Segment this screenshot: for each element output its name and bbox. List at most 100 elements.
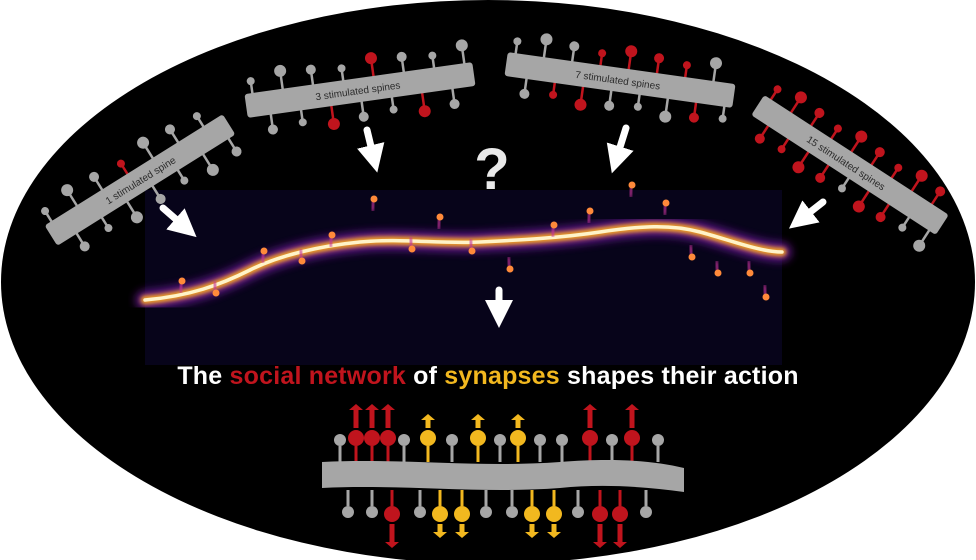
micro-spine-head xyxy=(370,195,378,203)
spine-head xyxy=(206,163,219,176)
outcome-arrow-head xyxy=(593,542,607,548)
spine-head xyxy=(540,33,553,46)
spine-neck xyxy=(809,115,819,128)
condition-7-stimulated-spines: 7 stimulated spines xyxy=(504,33,736,123)
spine-head xyxy=(633,102,642,111)
micro-spine-head xyxy=(762,293,770,301)
stimulated-spine-head xyxy=(364,52,377,65)
outcome-arrow-head xyxy=(625,404,639,410)
stimulated-spine-head xyxy=(814,107,825,118)
spine-head xyxy=(556,434,568,446)
spine-neck xyxy=(760,123,771,136)
spine-neck xyxy=(450,86,456,101)
stimulated-spine-head xyxy=(327,117,340,130)
spine-head xyxy=(519,88,530,99)
spine-head xyxy=(398,434,410,446)
spine-neck xyxy=(68,193,79,208)
spine-head xyxy=(192,112,201,121)
question-mark: ? xyxy=(474,137,510,202)
spine-head xyxy=(246,77,255,86)
outcome-dendrite-bar xyxy=(322,460,684,492)
micro-spine xyxy=(714,260,720,273)
spine-head xyxy=(606,434,618,446)
micro-spine xyxy=(408,236,414,249)
stimulated-spine-head xyxy=(855,130,868,143)
micro-spine-head xyxy=(468,247,476,255)
outcome-arrow-head xyxy=(511,414,525,420)
spine-neck xyxy=(920,228,932,243)
stimulated-spine-head xyxy=(777,145,786,154)
micro-spine-head xyxy=(436,213,444,221)
spine-neck xyxy=(150,183,160,197)
spine-head xyxy=(337,64,346,73)
stimulated-spine-head xyxy=(682,61,691,70)
spine-head xyxy=(180,176,189,185)
arrow-15-to-image xyxy=(788,198,827,229)
potentiated-spine-head xyxy=(348,430,364,446)
outcome-arrow-head xyxy=(583,404,597,410)
stimulated-spine-head xyxy=(792,161,805,174)
spine-head xyxy=(449,98,460,109)
spine-neck xyxy=(542,44,548,60)
spine-head xyxy=(358,111,369,122)
spine-head xyxy=(104,224,113,233)
spine-neck xyxy=(800,149,811,164)
dendrite-bar xyxy=(752,96,948,234)
stimulated-spine-head xyxy=(875,212,886,223)
micro-spine xyxy=(328,235,334,248)
stimulated-spine-head xyxy=(815,172,826,183)
spine-neck xyxy=(929,194,940,207)
spine-neck xyxy=(849,140,860,155)
headline: The social network of synapses shapes th… xyxy=(0,362,976,391)
spine-head xyxy=(604,100,615,111)
synapse-spine-head xyxy=(510,430,526,446)
spine-neck xyxy=(125,199,136,214)
stimulated-spine-head xyxy=(894,163,903,172)
spine-head xyxy=(396,51,407,62)
spine-head xyxy=(231,146,242,157)
spine-head xyxy=(155,193,166,204)
micro-spine xyxy=(746,260,752,273)
spine-neck xyxy=(881,202,891,215)
potentiated-spine-head xyxy=(624,430,640,446)
spine-head xyxy=(572,506,584,518)
synapse-spine-head xyxy=(420,430,436,446)
spine-head xyxy=(89,171,100,182)
spine-neck xyxy=(144,146,155,161)
synapse-spine-head xyxy=(524,506,540,522)
spine-neck xyxy=(655,62,660,76)
spine-neck xyxy=(860,189,871,203)
outcome-arrow-head xyxy=(349,404,363,410)
micro-spine-head xyxy=(260,247,268,255)
micro-spine xyxy=(468,238,474,251)
stimulated-spine-head xyxy=(688,112,699,123)
outcome-arrow-head xyxy=(613,542,627,548)
stimulated-spine-head xyxy=(935,186,946,197)
spine-head xyxy=(342,506,354,518)
spine-head xyxy=(718,114,727,123)
spine-neck xyxy=(909,179,921,194)
spine-head xyxy=(446,434,458,446)
stimulated-spine-head xyxy=(418,105,431,118)
micro-spine-head xyxy=(408,245,416,253)
micro-spine-head xyxy=(746,269,754,277)
spine-neck xyxy=(627,56,632,72)
headline-social-network: social network xyxy=(229,362,406,390)
spine-neck xyxy=(420,91,426,107)
spine-head xyxy=(130,211,143,224)
outcome-arrow-head xyxy=(381,404,395,410)
micro-spine-head xyxy=(550,221,558,229)
spine-neck xyxy=(570,50,575,64)
headline-part1: The xyxy=(177,362,230,390)
spine-neck xyxy=(370,62,375,79)
outcome-arrow-head xyxy=(421,414,435,420)
micro-spine xyxy=(212,280,218,293)
stimulated-spine-head xyxy=(773,85,782,94)
spine-head xyxy=(640,506,652,518)
spine-neck xyxy=(95,179,105,192)
outcome-arrow-head xyxy=(471,414,485,420)
spine-neck xyxy=(821,162,831,176)
stimulated-spine-head xyxy=(754,133,765,144)
spine-neck xyxy=(201,152,212,167)
potentiated-spine-head xyxy=(592,506,608,522)
